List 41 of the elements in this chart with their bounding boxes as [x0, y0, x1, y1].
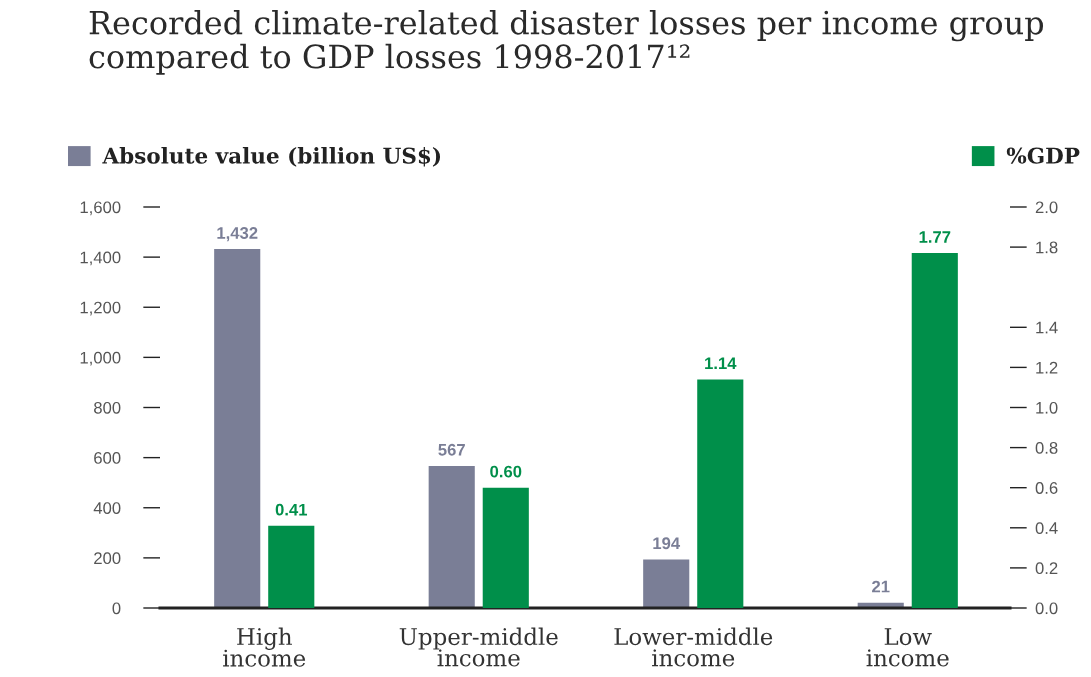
- data-label: 194: [653, 537, 681, 550]
- y-tick-label: 1,000: [80, 351, 121, 366]
- y2-tick-label: 0.8: [1035, 442, 1058, 454]
- y-tick-label: 600: [94, 452, 121, 464]
- x-tick-label: Upper-middle income: [399, 627, 558, 667]
- y2-tick-label: 1.2: [1036, 361, 1058, 374]
- x-tick-label: High income: [223, 627, 306, 667]
- chart-title: Recorded climate-related disaster losses per income group compared to GDP losses 1998-2017¹²: [89, 10, 1044, 75]
- y2-tick-label: 0.4: [1035, 522, 1058, 534]
- y2-tick-label: 1.0: [1036, 401, 1058, 414]
- y2-tick-label: 1.4: [1036, 321, 1058, 334]
- legend-label: %GDP: [1006, 147, 1080, 164]
- bar: [911, 253, 958, 608]
- bar: [643, 559, 690, 608]
- data-label: 0.60: [490, 465, 522, 478]
- bar: [428, 465, 475, 608]
- y2-tick-label: 1.8: [1036, 241, 1058, 254]
- y-tick-label: 0: [112, 602, 121, 615]
- bar: [214, 249, 261, 608]
- y2-tick-label: 0.2: [1035, 562, 1058, 575]
- bar: [268, 525, 315, 608]
- y-tick-label: 800: [94, 401, 121, 414]
- x-tick-label: Lower-middle income: [614, 627, 773, 667]
- bar: [482, 487, 529, 608]
- data-label: 21: [872, 580, 890, 593]
- data-label: 567: [438, 443, 465, 456]
- y-tick-label: 1,600: [80, 201, 121, 216]
- data-label: 0.41: [275, 503, 308, 516]
- bar: [697, 379, 744, 608]
- data-label: 1.14: [705, 357, 737, 370]
- y2-tick-label: 0.0: [1035, 602, 1058, 615]
- y-tick-label: 1,400: [80, 251, 121, 266]
- data-label: 1,432: [217, 227, 258, 242]
- data-label: 1.77: [919, 231, 951, 243]
- y-tick-label: 1,200: [80, 301, 121, 316]
- y-tick-label: 400: [93, 502, 121, 514]
- y2-tick-label: 2.0: [1035, 201, 1058, 214]
- y2-tick-label: 0.6: [1035, 482, 1058, 494]
- x-tick-label: Low income: [866, 628, 949, 667]
- y-tick-label: 200: [94, 552, 121, 565]
- legend-label: Absolute value (billion US$): [102, 147, 441, 167]
